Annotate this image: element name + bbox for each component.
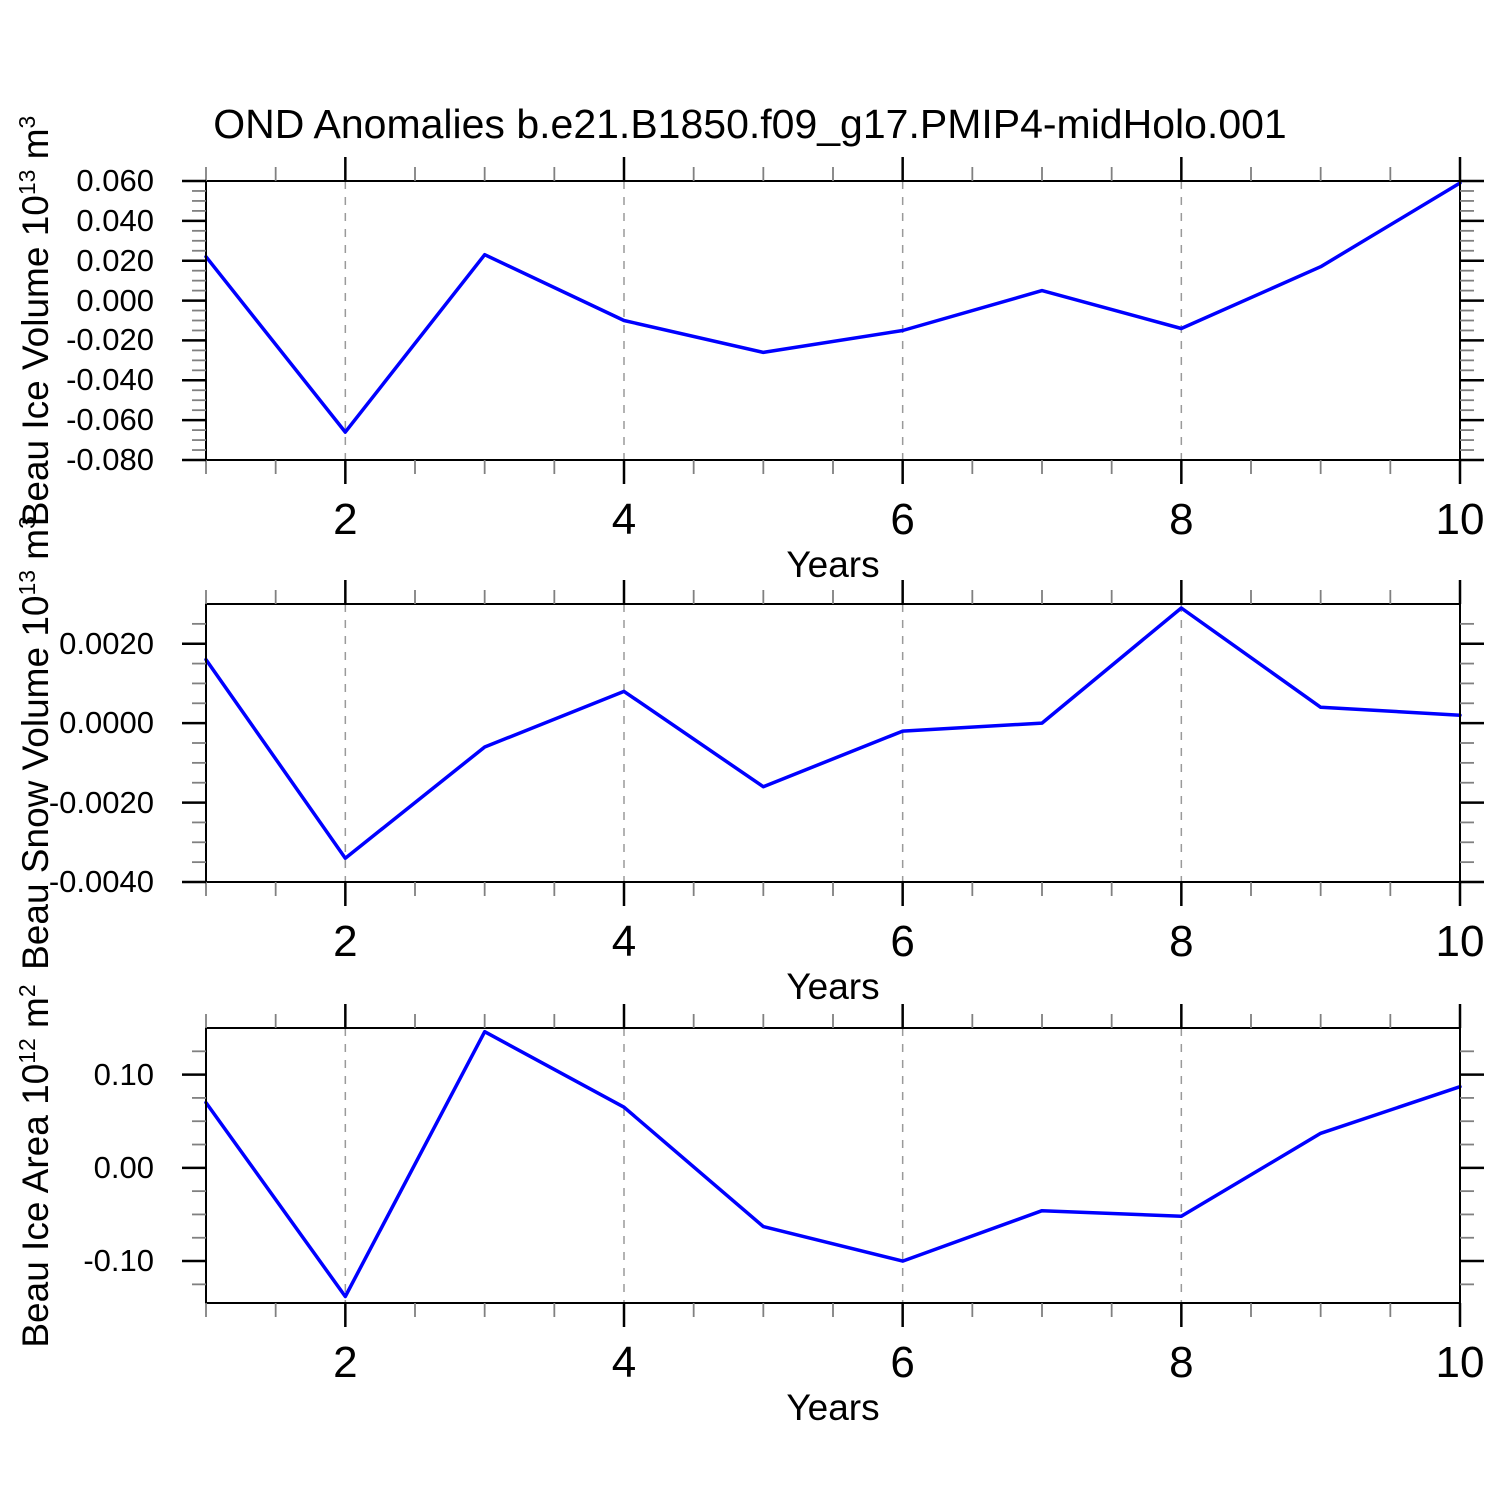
panel-2-yaxis-title: Beau Snow Volume 1013 m3 <box>14 516 60 970</box>
panel-2-xaxis-title: Years <box>786 966 880 1007</box>
panel-1-ytick-label: -0.060 <box>66 402 154 438</box>
panel-3-yaxis-title-sup: 2 <box>14 983 41 997</box>
panel-1-ytick-label: -0.020 <box>66 322 154 358</box>
panel-3-frame <box>205 1027 1461 1304</box>
panel-1-yaxis-title-sup: 13 <box>14 169 41 195</box>
panel-3-xtick-label: 8 <box>1169 1338 1194 1387</box>
panel-2-ytick-label: -0.0040 <box>48 864 154 899</box>
panel-2-xtick-label: 2 <box>333 917 358 966</box>
panel-1-ytick-label: -0.040 <box>66 362 154 398</box>
panel-1-series-line <box>204 181 1462 434</box>
panel-1-xtick-label: 8 <box>1169 495 1194 544</box>
panel-2-xtick-label: 4 <box>611 917 637 966</box>
panel-3-xtick-label: 2 <box>333 1338 358 1387</box>
panel-3-xtick-label: 4 <box>611 1338 637 1387</box>
panel-3-ytick-label: 0.10 <box>93 1056 154 1092</box>
panel-2-xtick-label: 10 <box>1435 917 1485 966</box>
panel-3-yaxis-title: Beau Ice Area 1012 m2 <box>14 983 60 1348</box>
panel-1-xtick-label: 6 <box>890 495 915 544</box>
panel-1-frame <box>205 180 1461 461</box>
panel-1-ytick-label: 0.040 <box>76 202 154 238</box>
panel-1-ytick-label: 0.000 <box>76 282 154 318</box>
panel-1-yaxis-title-sup: 3 <box>14 115 41 128</box>
panel-2-yaxis-title-sup: 13 <box>14 569 41 596</box>
panel-2-yaxis-title-sup: 3 <box>14 516 41 529</box>
panel-3-yaxis-title-text: m <box>15 996 56 1038</box>
panel-2-ytick-label: 0.0020 <box>59 625 154 661</box>
panel-2-ytick-label: 0.0000 <box>59 705 154 741</box>
panel-1-yaxis-title: Beau Ice Volume 1013 m3 <box>14 115 60 526</box>
panel-2-yaxis-title-text: Beau Snow Volume 10 <box>15 595 56 970</box>
chart-title: OND Anomalies b.e21.B1850.f09_g17.PMIP4-… <box>213 101 1287 147</box>
panel-2-xtick-label: 8 <box>1169 917 1194 966</box>
panel-2-xtick-label: 6 <box>890 917 915 966</box>
panel-1-xaxis-title: Years <box>786 544 880 585</box>
panel-3-yaxis-title-text: Beau Ice Area 10 <box>15 1063 56 1348</box>
panel-1-xtick-label: 2 <box>333 495 358 544</box>
panel-3-ytick-label: -0.10 <box>83 1243 154 1279</box>
panel-2-series-line <box>204 606 1462 860</box>
panel-2-yaxis-title-text: m <box>15 528 56 570</box>
panel-1-yaxis-title-text: m <box>15 127 56 170</box>
panel-3-yaxis-title-sup: 12 <box>14 1037 41 1064</box>
panel-3-xaxis-title: Years <box>786 1387 880 1428</box>
panel-1-yaxis-title-text: Beau Ice Volume 10 <box>15 194 56 526</box>
panel-3-xtick-label: 6 <box>890 1338 915 1387</box>
panel-1-xtick-label: 4 <box>611 495 637 544</box>
panel-1-ytick-label: 0.060 <box>76 163 154 198</box>
panel-1-ytick-label: 0.020 <box>76 242 154 278</box>
panel-1-xtick-label: 10 <box>1435 495 1485 544</box>
panel-1-ytick-label: -0.080 <box>66 442 154 477</box>
panel-3-xtick-label: 10 <box>1435 1338 1485 1387</box>
panel-2-frame <box>205 603 1461 883</box>
panel-2-ytick-label: -0.0020 <box>48 784 154 820</box>
panel-3-ytick-label: 0.00 <box>93 1149 154 1185</box>
panel-3-series-line <box>204 1029 1462 1299</box>
